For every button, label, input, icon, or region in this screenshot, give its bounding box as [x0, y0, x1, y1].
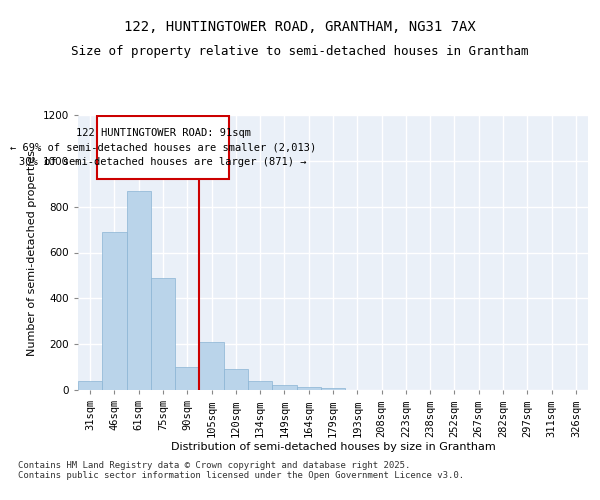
Y-axis label: Number of semi-detached properties: Number of semi-detached properties: [27, 150, 37, 356]
FancyBboxPatch shape: [97, 116, 229, 179]
Bar: [296, 386, 321, 390]
Bar: [151, 278, 175, 390]
Bar: [199, 342, 224, 390]
Bar: [102, 232, 127, 390]
Bar: [175, 367, 199, 390]
Text: 122 HUNTINGTOWER ROAD: 91sqm
← 69% of semi-detached houses are smaller (2,013)
3: 122 HUNTINGTOWER ROAD: 91sqm ← 69% of se…: [10, 128, 316, 168]
Bar: [321, 388, 345, 390]
Text: 122, HUNTINGTOWER ROAD, GRANTHAM, NG31 7AX: 122, HUNTINGTOWER ROAD, GRANTHAM, NG31 7…: [124, 20, 476, 34]
X-axis label: Distribution of semi-detached houses by size in Grantham: Distribution of semi-detached houses by …: [170, 442, 496, 452]
Bar: [127, 190, 151, 390]
Text: Contains HM Land Registry data © Crown copyright and database right 2025.
Contai: Contains HM Land Registry data © Crown c…: [18, 460, 464, 480]
Text: Size of property relative to semi-detached houses in Grantham: Size of property relative to semi-detach…: [71, 45, 529, 58]
Bar: [248, 381, 272, 390]
Bar: [78, 381, 102, 390]
Bar: [272, 386, 296, 390]
Bar: [224, 370, 248, 390]
